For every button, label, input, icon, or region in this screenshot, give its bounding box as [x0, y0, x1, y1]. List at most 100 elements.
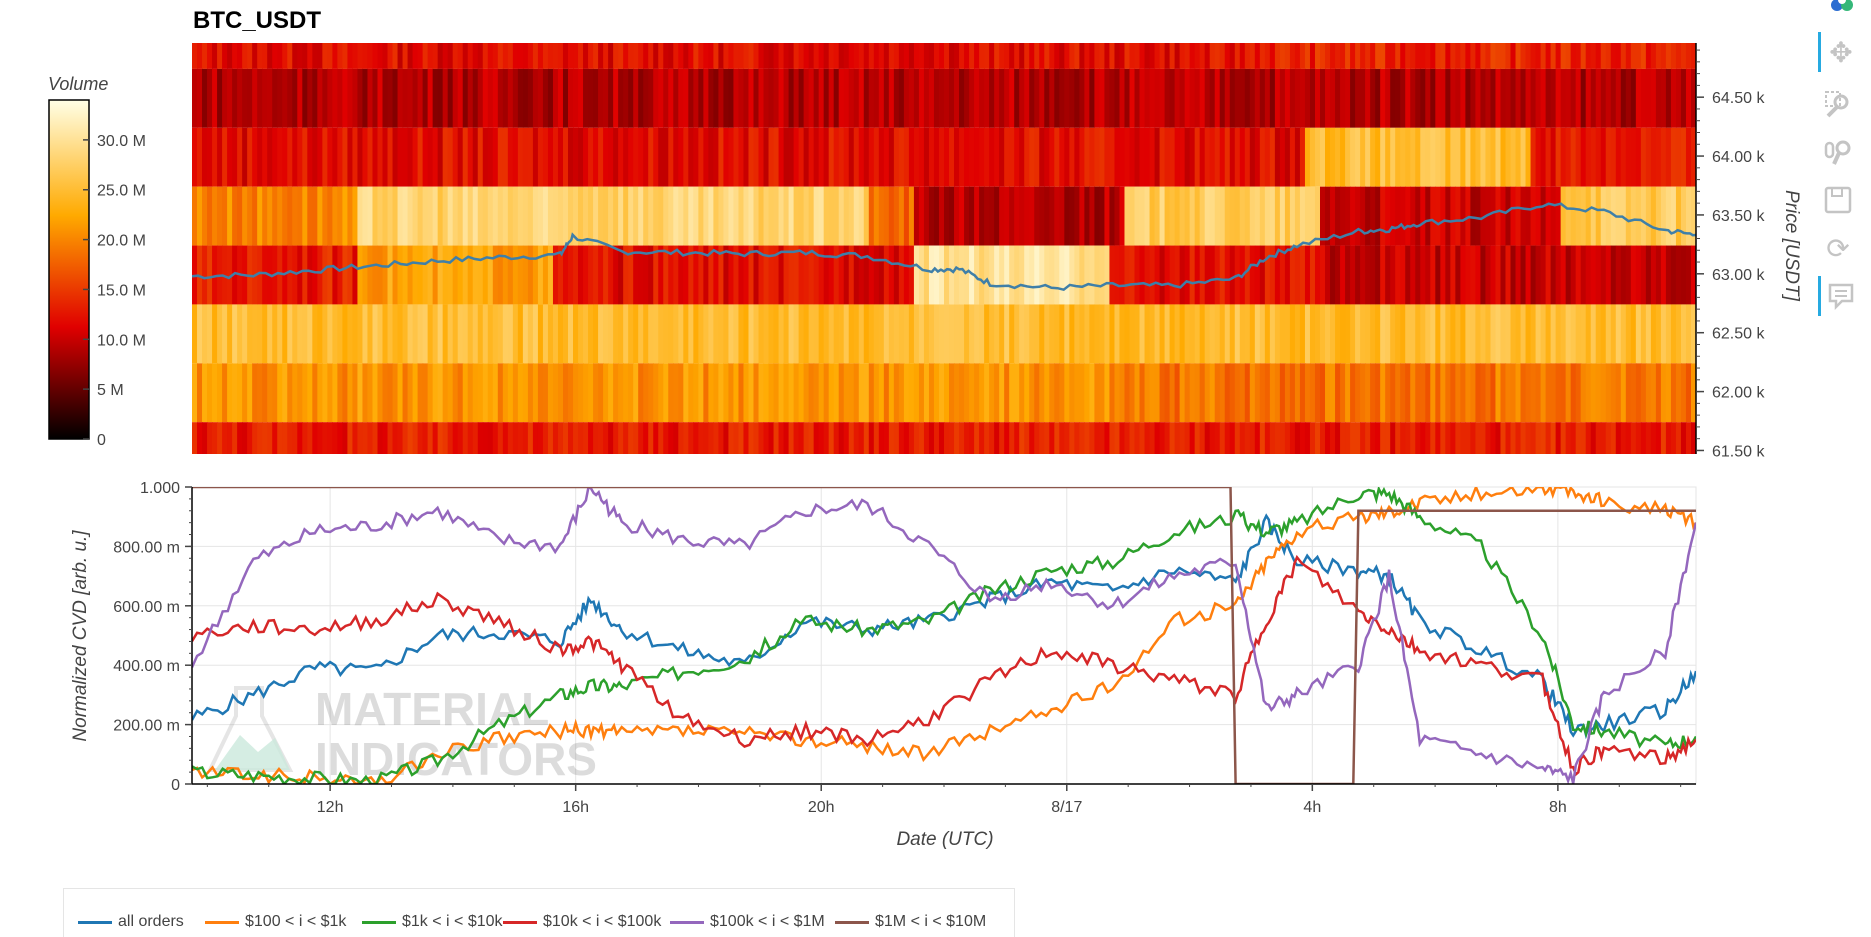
heatmap-cell: [1685, 127, 1692, 187]
heatmap-cell: [743, 43, 750, 69]
heatmap-cell: [623, 422, 629, 454]
heatmap-cell: [994, 68, 1000, 128]
heatmap-cell: [1395, 68, 1401, 128]
heatmap-cell: [583, 304, 589, 364]
heatmap-cell: [1079, 127, 1085, 187]
heatmap-cell: [502, 245, 509, 305]
heatmap-cell: [1485, 127, 1492, 187]
heatmap-cell: [1385, 43, 1391, 69]
heatmap-cell: [1169, 43, 1176, 69]
box-zoom-tool[interactable]: [1818, 84, 1858, 124]
heatmap-cell: [247, 186, 253, 246]
heatmap-cell: [1049, 363, 1055, 423]
legend-item[interactable]: $1M < i < $10M: [835, 912, 986, 932]
heatmap-cell: [482, 127, 489, 187]
heatmap-cell: [1229, 43, 1236, 69]
heatmap-cell: [1390, 68, 1396, 128]
heatmap-cell: [1535, 304, 1542, 364]
heatmap-cell: [512, 127, 519, 187]
legend-item[interactable]: $100 < i < $1k: [205, 912, 346, 932]
heatmap-cell: [1375, 43, 1381, 69]
heatmap-cell: [252, 43, 258, 69]
heatmap-cell: [1064, 304, 1070, 364]
heatmap-cell: [1430, 68, 1436, 128]
heatmap-cell: [683, 68, 689, 128]
heatmap-cell: [1450, 422, 1456, 454]
heatmap-cell: [1540, 43, 1547, 69]
heatmap-cell: [422, 68, 429, 128]
heatmap-cell: [1370, 43, 1376, 69]
heatmap-cell: [492, 245, 499, 305]
heatmap-cell: [1645, 422, 1652, 454]
heatmap[interactable]: [192, 43, 1697, 454]
heatmap-cell: [1440, 304, 1446, 364]
heatmap-cell: [1665, 304, 1672, 364]
legend-item[interactable]: $100k < i < $1M: [670, 912, 825, 932]
heatmap-cell: [1490, 304, 1497, 364]
heatmap-cell: [522, 43, 529, 69]
heatmap-cell: [1199, 245, 1206, 305]
heatmap-cell: [242, 68, 248, 128]
hover-tool[interactable]: [1818, 276, 1861, 316]
heatmap-cell: [969, 43, 975, 69]
heatmap-cell: [1194, 422, 1201, 454]
bokeh-logo-icon[interactable]: [1828, 0, 1856, 14]
heatmap-cell: [683, 245, 689, 305]
heatmap-cell: [1675, 43, 1682, 69]
heatmap-cell: [1625, 245, 1632, 305]
heatmap-cell: [377, 304, 384, 364]
heatmap-cell: [908, 304, 915, 364]
heatmap-cell: [382, 363, 389, 423]
heatmap-cell: [1365, 186, 1371, 246]
heatmap-cell: [392, 186, 399, 246]
heatmap-cell: [1259, 363, 1266, 423]
heatmap-cell: [527, 186, 534, 246]
wheel-zoom-tool[interactable]: [1818, 132, 1858, 172]
save-tool[interactable]: [1818, 180, 1858, 220]
heatmap-cell: [1039, 363, 1045, 423]
heatmap-cell: [798, 43, 805, 69]
heatmap-cell: [1084, 186, 1090, 246]
heatmap-cell: [783, 363, 790, 423]
heatmap-cell: [402, 304, 409, 364]
heatmap-cell: [1129, 304, 1136, 364]
heatmap-cell: [242, 186, 248, 246]
heatmap-cell: [1560, 186, 1567, 246]
heatmap-cell: [1014, 304, 1020, 364]
heatmap-cell: [1259, 43, 1266, 69]
heatmap-cell: [302, 186, 308, 246]
heatmap-cell: [1585, 43, 1592, 69]
heatmap-cell: [683, 422, 689, 454]
heatmap-cell: [743, 363, 750, 423]
heatmap-cell: [1595, 245, 1602, 305]
heatmap-cell: [462, 422, 469, 454]
heatmap-cell: [197, 422, 203, 454]
heatmap-cell: [1314, 304, 1321, 364]
heatmap-cell: [262, 186, 268, 246]
heatmap-cell: [763, 43, 770, 69]
cvd-y-tick-label: 400.00 m: [113, 658, 180, 675]
cvd-series[interactable]: [192, 487, 1696, 784]
pan-tool[interactable]: ✥: [1818, 32, 1861, 72]
legend-item[interactable]: $10k < i < $100k: [503, 912, 661, 932]
heatmap-cell: [1600, 186, 1607, 246]
heatmap-cell: [1355, 68, 1361, 128]
heatmap-cell: [1520, 127, 1527, 187]
heatmap-cell: [578, 304, 584, 364]
heatmap-cell: [813, 43, 820, 69]
heatmap-cell: [427, 186, 434, 246]
heatmap-cell: [192, 422, 198, 454]
heatmap-cell: [202, 68, 208, 128]
heatmap-cell: [1214, 363, 1221, 423]
heatmap-cell: [788, 363, 795, 423]
heatmap-cell: [1054, 245, 1060, 305]
legend-item[interactable]: all orders: [78, 912, 184, 932]
heatmap-cell: [813, 245, 820, 305]
heatmap-cell: [1189, 186, 1196, 246]
legend-item[interactable]: $1k < i < $10k: [362, 912, 503, 932]
reset-tool[interactable]: ⟳: [1818, 228, 1858, 268]
heatmap-cell: [1074, 363, 1080, 423]
heatmap-cell: [668, 127, 674, 187]
heatmap-cell: [517, 422, 524, 454]
